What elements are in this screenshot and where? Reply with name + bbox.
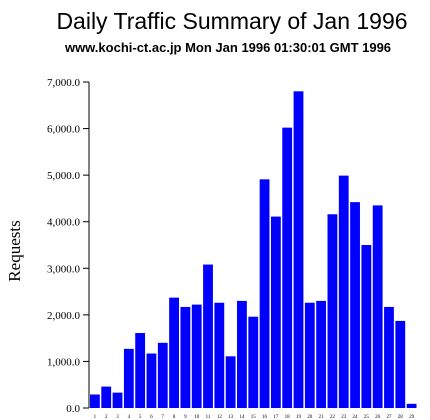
bar-day-27 (384, 306, 394, 408)
bar-day-21 (316, 300, 327, 408)
y-axis: 0.0 1,000.0 2,000.0 3,000.0 4,000.0 5,000.0 6,… (47, 77, 90, 415)
x-axis: 1 2 3 4 5 6 7 8 9 10 11 12 13 14 15 16 17 18 19 20 21 22 23 24 2… (94, 415, 415, 420)
bar-day-8 (169, 297, 179, 408)
bar-day-9 (180, 306, 191, 408)
x-tick-label: 5 (139, 415, 142, 420)
y-tick-label: 7,000.0 (47, 77, 81, 89)
x-tick-label: 2 (105, 415, 108, 420)
x-tick-label: 21 (319, 415, 325, 420)
x-tick-label: 1 (94, 415, 97, 420)
x-tick-label: 7 (162, 415, 165, 420)
x-tick-label: 10 (194, 415, 200, 420)
y-tick-label: 5,000.0 (47, 170, 81, 182)
bar-day-17 (270, 216, 281, 408)
x-tick-label: 11 (206, 415, 211, 420)
x-tick-label: 20 (307, 415, 313, 420)
x-tick-label: 25 (364, 415, 370, 420)
bar-day-25 (361, 245, 372, 408)
bar-day-22 (327, 214, 338, 408)
x-tick-label: 4 (128, 415, 131, 420)
x-tick-label: 3 (116, 415, 119, 420)
x-tick-label: 6 (150, 415, 153, 420)
bar-day-18 (282, 127, 293, 408)
bar-day-20 (304, 302, 315, 408)
bar-day-11 (203, 264, 213, 408)
x-tick-label: 28 (398, 415, 404, 420)
x-tick-label: 12 (217, 415, 223, 420)
bar-day-28 (395, 320, 406, 408)
y-tick-label: 0.0 (66, 403, 80, 415)
bar-day-6 (146, 353, 157, 408)
bar-day-29 (406, 403, 417, 408)
bar-day-2 (101, 386, 112, 408)
bar-day-5 (135, 333, 146, 408)
chart-subtitle: www.kochi-ct.ac.jp Mon Jan 1996 01:30:01… (64, 40, 391, 55)
x-tick-label: 13 (228, 415, 234, 420)
chart-title: Daily Traffic Summary of Jan 1996 (56, 8, 407, 34)
bar-day-15 (248, 316, 259, 408)
y-tick-label: 4,000.0 (47, 217, 81, 229)
bar-day-16 (259, 179, 270, 408)
bar-day-3 (112, 392, 123, 408)
x-tick-label: 17 (273, 415, 279, 420)
x-tick-label: 14 (239, 415, 245, 420)
x-tick-label: 22 (330, 415, 336, 420)
x-tick-label: 9 (184, 415, 187, 420)
x-tick-label: 8 (173, 415, 176, 420)
x-tick-label: 19 (296, 415, 302, 420)
bar-day-19 (293, 91, 304, 408)
y-tick-label: 3,000.0 (47, 263, 81, 275)
bar-day-26 (372, 205, 383, 408)
x-tick-label: 16 (262, 415, 268, 420)
x-tick-label: 23 (341, 415, 347, 420)
bar-day-23 (338, 175, 349, 408)
x-tick-label: 24 (353, 415, 359, 420)
bar-day-12 (214, 302, 225, 408)
y-tick-label: 6,000.0 (47, 124, 81, 136)
y-tick-label: 1,000.0 (47, 356, 81, 368)
bar-day-24 (350, 202, 360, 408)
x-tick-label: 27 (386, 415, 392, 420)
bar-day-4 (123, 348, 134, 408)
x-tick-label: 15 (251, 415, 257, 420)
bar-day-7 (157, 342, 168, 408)
x-tick-label: 26 (375, 415, 381, 420)
y-tick-label: 2,000.0 (47, 310, 81, 322)
x-tick-label: 29 (409, 415, 415, 420)
bar-day-14 (237, 300, 247, 408)
x-tick-label: 18 (285, 415, 291, 420)
bars-group (90, 91, 417, 408)
bar-day-1 (90, 394, 100, 408)
bar-day-13 (225, 356, 236, 408)
bar-day-10 (191, 304, 202, 408)
y-axis-label: Requests (5, 220, 24, 281)
